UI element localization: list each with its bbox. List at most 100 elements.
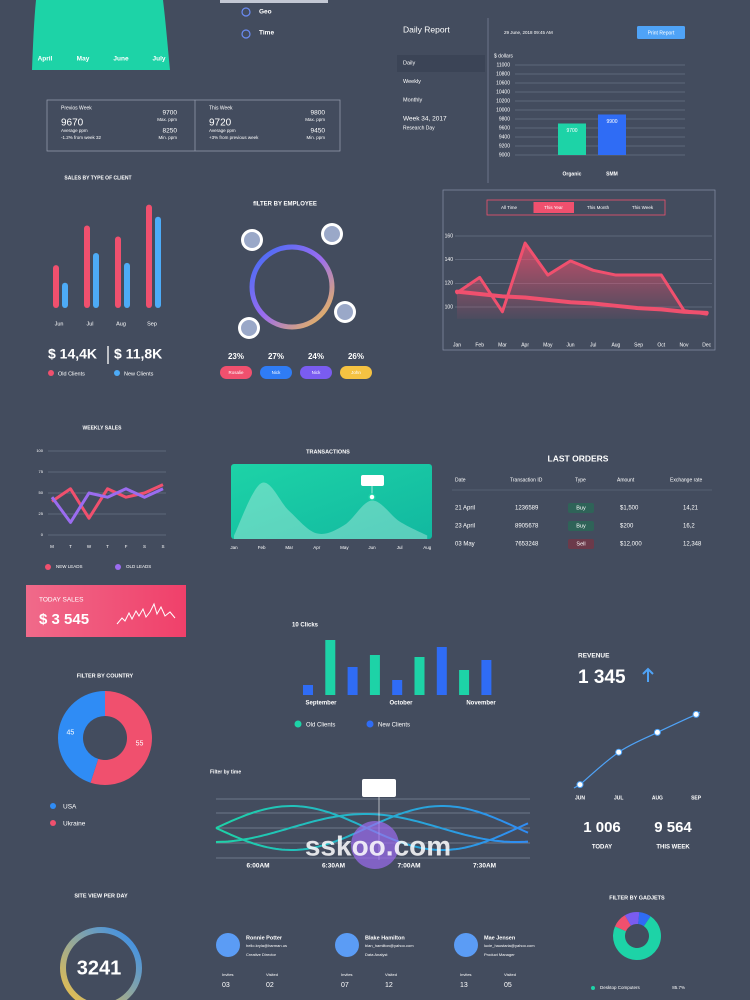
week-change: +3% from previous week: [209, 135, 259, 140]
week-title: Previos Week: [61, 105, 92, 111]
legend-label: New Clients: [124, 371, 154, 377]
avatar: [335, 933, 359, 957]
segment-label: 45: [67, 729, 75, 736]
x-tick-label: 6:30AM: [322, 863, 345, 870]
menu-item[interactable]: Geo: [259, 9, 272, 16]
bar: [53, 265, 59, 308]
table-title: LAST ORDERS: [548, 453, 609, 463]
x-tick-label: Feb: [475, 342, 484, 348]
visited-value: 12: [385, 982, 393, 989]
card-label: TODAY SALES: [39, 597, 84, 604]
tab[interactable]: All Time: [501, 205, 518, 210]
percent: 27%: [268, 352, 284, 361]
bar: [146, 204, 152, 308]
x-tick-label: Jul: [590, 342, 596, 348]
tab-active: [397, 55, 485, 72]
y-tick-label: 75: [39, 469, 44, 474]
visited-label: Visited: [504, 972, 516, 977]
max: 9800: [311, 110, 326, 117]
avatar: [241, 320, 257, 336]
legend-dot: [48, 370, 54, 376]
cell: 7653248: [515, 542, 539, 548]
y-tick-label: 160: [445, 233, 454, 239]
x-tick-label: Apr: [521, 342, 529, 348]
visited-label: Visited: [266, 972, 278, 977]
panel: [442, 189, 716, 351]
button[interactable]: [637, 26, 685, 39]
percent: 24%: [308, 352, 324, 361]
max-label: Max. ppm: [157, 117, 177, 122]
cell: $200: [620, 524, 634, 530]
pill-label: John: [351, 370, 361, 375]
cell: Sell: [576, 541, 585, 547]
bar: [325, 640, 336, 695]
x-tick-label: Mar: [498, 342, 507, 348]
x-tick-label: May: [543, 342, 553, 348]
x-tick-label: Jul: [397, 545, 403, 550]
stat-value: 1 006: [583, 819, 621, 836]
month-label: April: [38, 56, 53, 63]
pill[interactable]: [340, 366, 372, 379]
x-tick-label: Nov: [680, 342, 689, 348]
month-label: July: [152, 56, 165, 63]
stat-label: TODAY: [592, 845, 612, 851]
cell: 12,348: [683, 542, 702, 548]
pill[interactable]: [220, 366, 252, 379]
tab[interactable]: This Week: [632, 205, 654, 210]
tab[interactable]: Weekly: [403, 79, 421, 85]
tab[interactable]: This Month: [587, 205, 610, 210]
column-header: Transaction ID: [510, 477, 543, 483]
tab[interactable]: Daily: [403, 60, 415, 66]
cell: 16,2: [683, 524, 695, 530]
type-pill: [568, 539, 594, 549]
y-tick-label: 11000: [496, 62, 510, 68]
tooltip-clicks: 3 Clicks: [371, 788, 388, 793]
menu-item[interactable]: Time: [259, 30, 274, 37]
column-header: Date: [455, 477, 466, 483]
cell: 23 April: [455, 524, 475, 530]
week-value: 9670: [61, 118, 84, 129]
min: 9450: [311, 128, 326, 135]
point: [653, 728, 661, 736]
pill[interactable]: [260, 366, 292, 379]
x-tick-label: May: [340, 545, 349, 550]
bar: [62, 282, 68, 308]
line: [455, 241, 709, 316]
stat-label: THIS WEEK: [656, 845, 690, 851]
tab[interactable]: Monthly: [403, 97, 423, 103]
x-tick-label: November: [466, 701, 496, 707]
menu-bar: [220, 0, 328, 3]
cell: 1236589: [515, 506, 539, 512]
cell: 21 April: [455, 506, 475, 512]
column-header: Amount: [617, 477, 635, 483]
x-tick-label: M: [50, 544, 54, 549]
invites-value: 13: [460, 982, 468, 989]
type-pill: [568, 503, 594, 513]
user-name: Blake Hamilton: [365, 935, 405, 941]
invites-label: Invites: [222, 972, 234, 977]
cell: Buy: [576, 523, 586, 529]
tooltip: [362, 779, 396, 797]
legend-dot: [115, 564, 121, 570]
bar: [369, 655, 380, 695]
avatar: [324, 226, 340, 242]
tab[interactable]: This Year: [544, 205, 563, 210]
arrow: [642, 667, 654, 682]
invites-label: Invites: [460, 972, 472, 977]
ring: [249, 244, 335, 330]
column-header: Type: [575, 477, 586, 483]
x-tick-label: 6:00AM: [246, 863, 269, 870]
user-role: Creative Director: [246, 952, 277, 957]
revenue-value: 1 345: [578, 667, 626, 688]
tooltip-time: 6:50AM: [371, 782, 387, 787]
legend-value: 85.7%: [672, 985, 685, 990]
pill[interactable]: [300, 366, 332, 379]
donut-segment: [615, 915, 631, 932]
bar: [347, 667, 358, 695]
x-tick-label: S: [161, 544, 164, 549]
donut-segment: [58, 691, 105, 783]
legend-label: USA: [63, 804, 77, 811]
date: 29 June, 2018 09:45 AM: [504, 30, 553, 35]
line: [573, 711, 701, 789]
bar: [93, 253, 99, 308]
